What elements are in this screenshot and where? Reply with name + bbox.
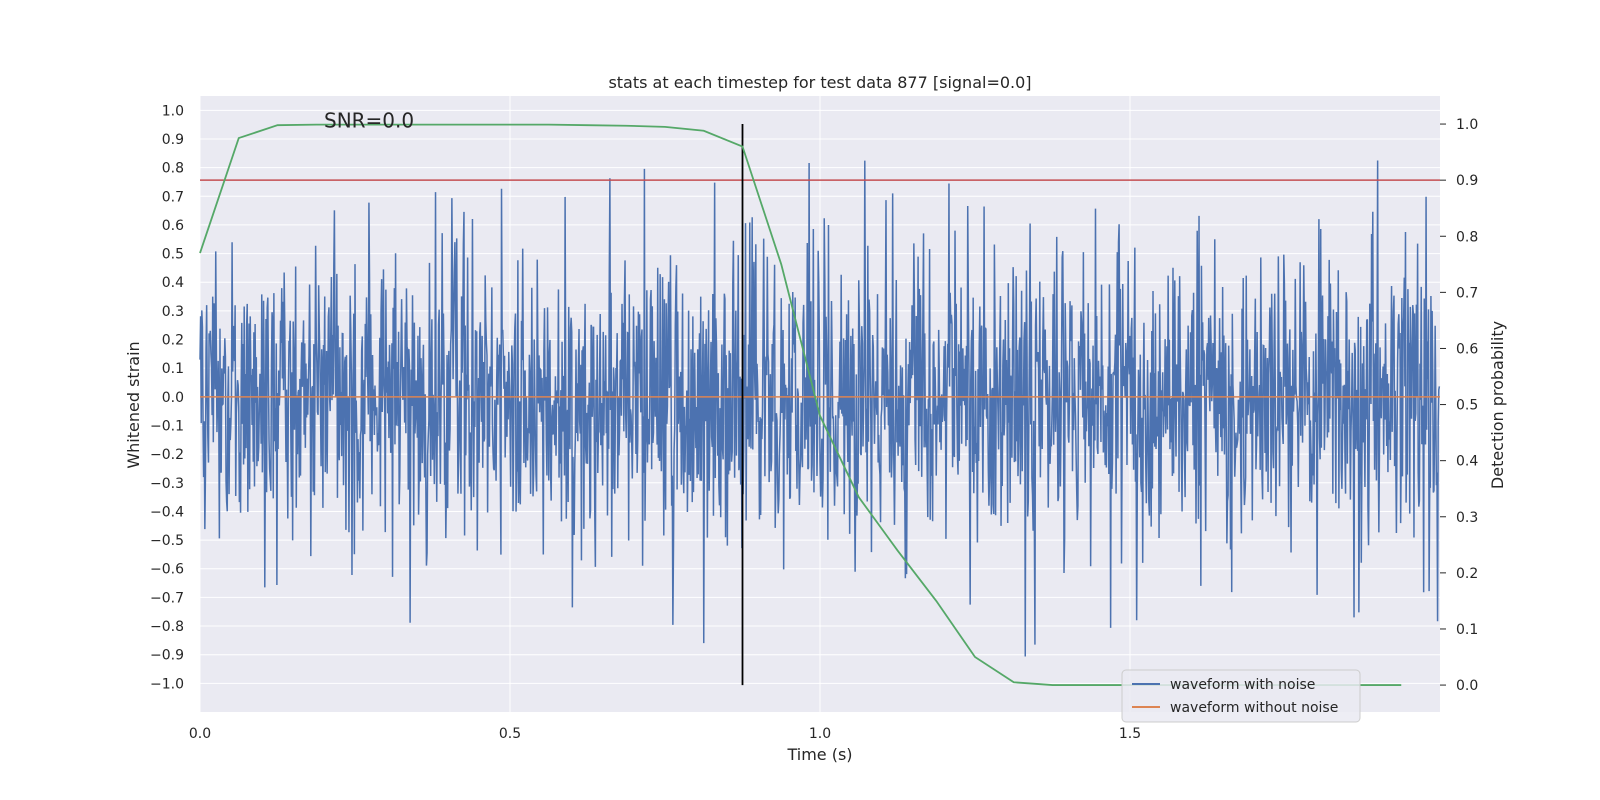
x-axis-ticks: 0.0 0.5 1.0 1.5 [189, 726, 1141, 742]
y-tick-label-3: 0.7 [162, 189, 184, 205]
legend-label-noise: waveform with noise [1170, 677, 1315, 693]
y-tick-label-20: −1.0 [150, 676, 184, 692]
y2-tick-label-3: 0.7 [1456, 285, 1478, 301]
y2-tick-label-8: 0.2 [1456, 566, 1478, 582]
y2-tick-label-9: 0.1 [1456, 622, 1478, 638]
legend-box [1121, 669, 1361, 723]
snr-annotation: SNR=0.0 [324, 109, 414, 133]
x-tick-label-2: 1.0 [809, 726, 831, 742]
y-tick-label-10: 0.0 [162, 390, 184, 406]
y2-tick-label-1: 0.9 [1456, 173, 1478, 189]
y2-tick-label-6: 0.4 [1456, 454, 1478, 470]
y2-tick-label-5: 0.5 [1456, 398, 1478, 414]
legend-label-clean: waveform without noise [1170, 700, 1338, 716]
y2-axis-ticks: 1.0 0.9 0.8 0.7 0.6 0.5 0.4 0.3 0.2 0.1 0.0 [1440, 117, 1478, 694]
y-tick-label-15: −0.5 [150, 533, 184, 549]
y-tick-label-1: 0.9 [162, 132, 184, 148]
y-tick-label-9: 0.1 [162, 361, 184, 377]
y2-tick-label-2: 0.8 [1456, 229, 1478, 245]
y-tick-label-2: 0.8 [162, 161, 184, 177]
y-tick-label-7: 0.3 [162, 304, 184, 320]
y-axis-label: Whitened strain [124, 341, 143, 468]
y-tick-label-16: −0.6 [150, 562, 184, 578]
y-tick-label-0: 1.0 [162, 103, 184, 119]
chart-title: stats at each timestep for test data 877… [608, 73, 1031, 92]
series-waveform-with-noise [199, 160, 1441, 657]
y2-tick-label-4: 0.6 [1456, 341, 1478, 357]
y-tick-label-12: −0.2 [150, 447, 184, 463]
x-tick-label-1: 0.5 [499, 726, 521, 742]
y-tick-label-4: 0.6 [162, 218, 184, 234]
y-tick-label-19: −0.9 [150, 648, 184, 664]
x-tick-label-0: 0.0 [189, 726, 211, 742]
y2-axis-label: Detection probability [1488, 321, 1507, 489]
y-tick-label-5: 0.5 [162, 247, 184, 263]
y-tick-label-17: −0.7 [150, 590, 184, 606]
y-tick-label-18: −0.8 [150, 619, 184, 635]
y2-tick-label-7: 0.3 [1456, 510, 1478, 526]
y-tick-label-6: 0.4 [162, 275, 184, 291]
legend: waveform with noise waveform without noi… [1121, 669, 1361, 723]
x-tick-label-3: 1.5 [1119, 726, 1141, 742]
y-tick-label-11: −0.1 [150, 418, 184, 434]
y2-tick-label-0: 1.0 [1456, 117, 1478, 133]
y-tick-label-14: −0.4 [150, 504, 184, 520]
waveform-with-noise-line [199, 160, 1441, 657]
y-axis-ticks: 1.0 0.9 0.8 0.7 0.6 0.5 0.4 0.3 0.2 0.1 0.0 −0.1 −0.… [150, 103, 184, 692]
y-tick-label-13: −0.3 [150, 476, 184, 492]
y2-tick-label-10: 0.0 [1456, 678, 1478, 694]
x-axis-label: Time (s) [786, 745, 852, 764]
y-tick-label-8: 0.2 [162, 333, 184, 349]
